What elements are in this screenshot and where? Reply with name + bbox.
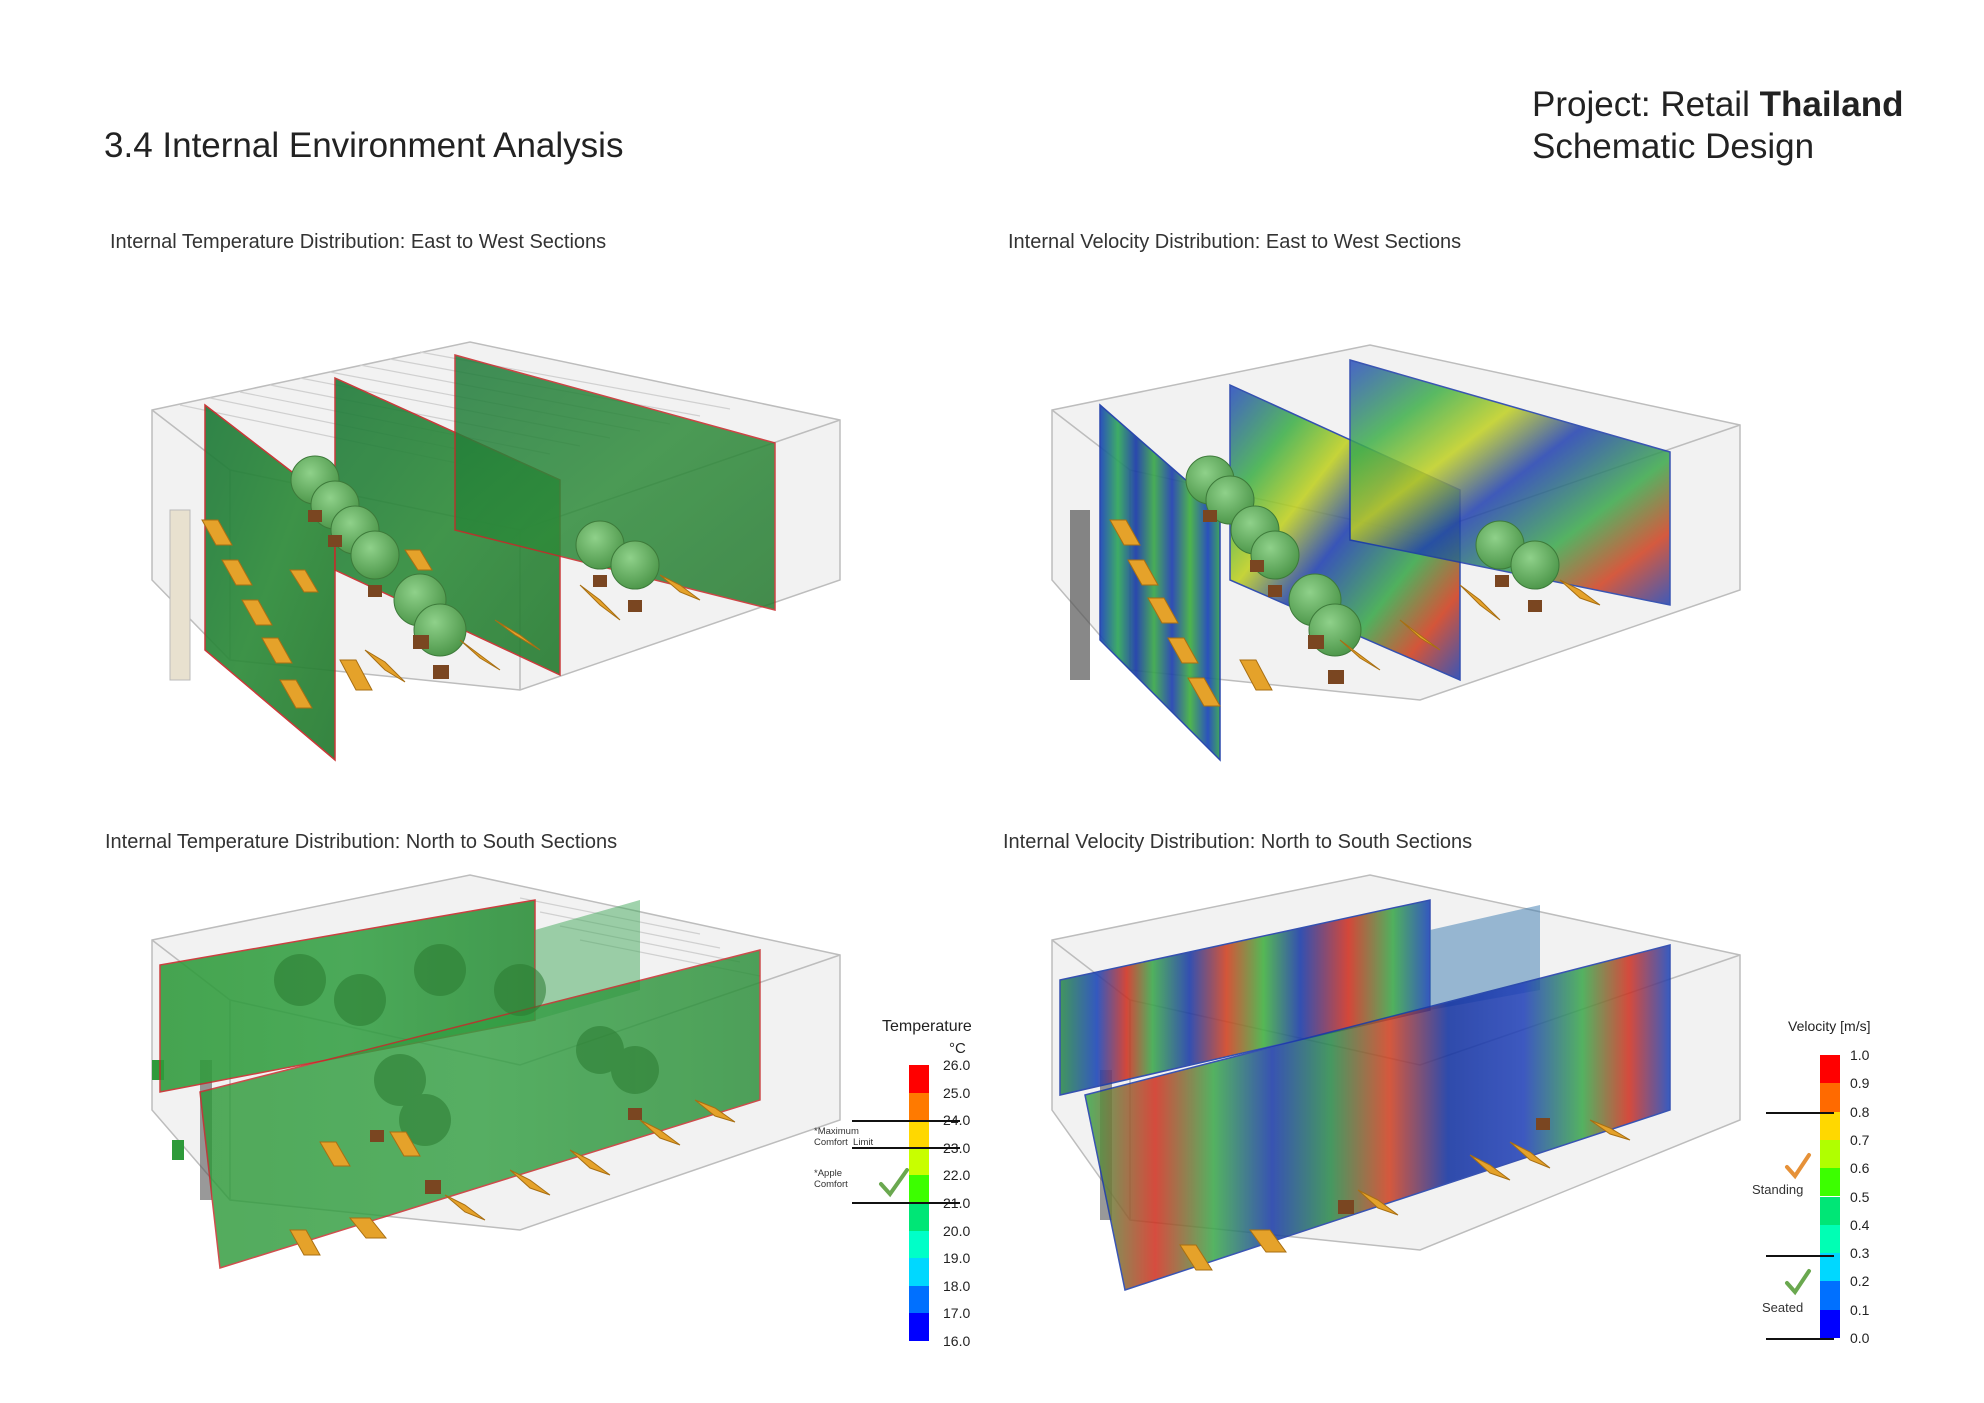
temperature-tick-label: 25.0: [943, 1084, 971, 1101]
velocity-tick-label: 1.0: [1850, 1047, 1870, 1063]
max-comfort-note: *Maximum Comfort Limit: [814, 1126, 873, 1148]
temperature-swatch: [909, 1175, 929, 1203]
temperature-legend-unit: °C: [949, 1040, 966, 1057]
temperature-ns-render: [151, 874, 841, 1269]
velocity-tick-label: 0.1: [1850, 1301, 1870, 1318]
velocity-tick-label: 0.8: [1850, 1103, 1870, 1120]
page-title: 3.4 Internal Environment Analysis: [104, 126, 624, 165]
project-name: Thailand: [1759, 85, 1904, 124]
apple-comfort-note: *Apple Comfort: [814, 1168, 848, 1190]
temperature-swatch: [909, 1203, 929, 1231]
temperature-tick-label: 20.0: [943, 1222, 971, 1239]
tree-pots-4: [1338, 1118, 1550, 1214]
temperature-swatch: [909, 1120, 929, 1148]
velocity-swatch: [1820, 1083, 1840, 1112]
velocity-legend: Velocity [m/s] 1.0 0.9 0.8 0.7 0.6 0.5 0.4 0.3 0…: [1740, 1010, 1920, 1350]
apple-comfort-note-text: *Apple Comfort: [814, 1168, 848, 1190]
velocity-tick-label: 0.9: [1850, 1075, 1870, 1092]
temperature-swatch: [909, 1285, 929, 1314]
velocity-tick-label: 0.2: [1850, 1273, 1870, 1290]
tree-pots: [308, 510, 642, 679]
benches-3: [289, 1099, 736, 1256]
velocity-legend-title: Velocity [m/s]: [1788, 1018, 1871, 1034]
temperature-tick-label: 18.0: [943, 1277, 971, 1294]
velocity-swatch: [1820, 1168, 1840, 1197]
temperature-legend: Temperature °C 26.0 25.0 24.0 23.0 22.0 21.0 2…: [800, 1010, 1000, 1350]
velocity-tick-label: 0.6: [1850, 1160, 1870, 1177]
velocity-tick-label: 0.7: [1850, 1131, 1870, 1148]
tree-pots-2: [1203, 510, 1542, 684]
velocity-tick-label: 0.5: [1850, 1188, 1870, 1205]
temperature-swatch: [909, 1147, 929, 1176]
velocity-tick-label: 0.3: [1850, 1245, 1870, 1262]
seated-check-icon: [1785, 1269, 1811, 1296]
velocity-swatch: [1820, 1309, 1840, 1338]
project-prefix: Project: Retail: [1532, 85, 1760, 124]
temperature-ew-render: [151, 341, 841, 762]
project-heading: Project: Retail Thailand Schematic Desig…: [1532, 84, 1904, 168]
velocity-swatch: [1820, 1281, 1840, 1310]
standing-upper-line: [1766, 1112, 1834, 1114]
standing-check-icon: [1785, 1153, 1811, 1180]
temperature-tick-label: 22.0: [943, 1167, 971, 1184]
standing-lower-line: [1766, 1255, 1834, 1257]
check-icon: [879, 1168, 909, 1198]
panel-caption-temp-ns: Internal Temperature Distribution: North…: [105, 831, 618, 853]
temperature-swatch: [909, 1230, 929, 1259]
velocity-swatch: [1820, 1224, 1840, 1254]
benches: [201, 519, 701, 709]
panel-caption-vel-ns: Internal Velocity Distribution: North to…: [1003, 831, 1473, 853]
standing-label: Standing: [1752, 1182, 1804, 1197]
velocity-swatch: [1820, 1111, 1840, 1140]
temperature-swatch: [909, 1258, 929, 1286]
velocity-tick-label: 0.4: [1850, 1216, 1870, 1233]
velocity-ns-render: [1051, 874, 1741, 1291]
seated-label: Seated: [1762, 1300, 1804, 1315]
temperature-swatch: [909, 1065, 929, 1093]
tree-pots-3: [370, 1108, 642, 1194]
side-wall: [169, 509, 191, 681]
velocity-swatch: [1820, 1055, 1840, 1084]
temperature-swatch: [909, 1092, 929, 1121]
panel-caption-temp-ew: Internal Temperature Distribution: East …: [110, 231, 607, 253]
trees-3: [274, 944, 659, 1146]
panel-caption-vel-ew: Internal Velocity Distribution: East to …: [1008, 231, 1462, 253]
velocity-swatch: [1820, 1253, 1840, 1282]
temperature-swatch: [909, 1313, 929, 1341]
benches-2: [1109, 519, 1601, 707]
max-comfort-line-2: [852, 1147, 960, 1149]
max-comfort-line: [852, 1120, 960, 1122]
side-wall-2: [1070, 510, 1090, 680]
velocity-swatch: [1820, 1139, 1840, 1169]
benches-4: [1179, 1119, 1631, 1271]
velocity-ew-render: [1051, 344, 1741, 762]
temperature-tick-label: 19.0: [943, 1250, 971, 1267]
temperature-tick-label: 17.0: [943, 1305, 971, 1322]
temperature-tick-label: 16.0: [943, 1333, 971, 1349]
velocity-tick-label: 0.0: [1850, 1330, 1870, 1346]
external-vent-2: [172, 1140, 184, 1160]
seated-lower-line: [1766, 1338, 1834, 1340]
project-phase: Schematic Design: [1532, 127, 1815, 166]
velocity-swatch: [1820, 1196, 1840, 1225]
max-comfort-note-text: *Maximum Comfort Limit: [814, 1126, 874, 1148]
temperature-legend-title: Temperature: [882, 1018, 972, 1035]
velocity-ns-section-planes: [1059, 899, 1671, 1291]
apple-comfort-line: [852, 1202, 960, 1204]
temperature-tick-label: 26.0: [943, 1057, 971, 1073]
